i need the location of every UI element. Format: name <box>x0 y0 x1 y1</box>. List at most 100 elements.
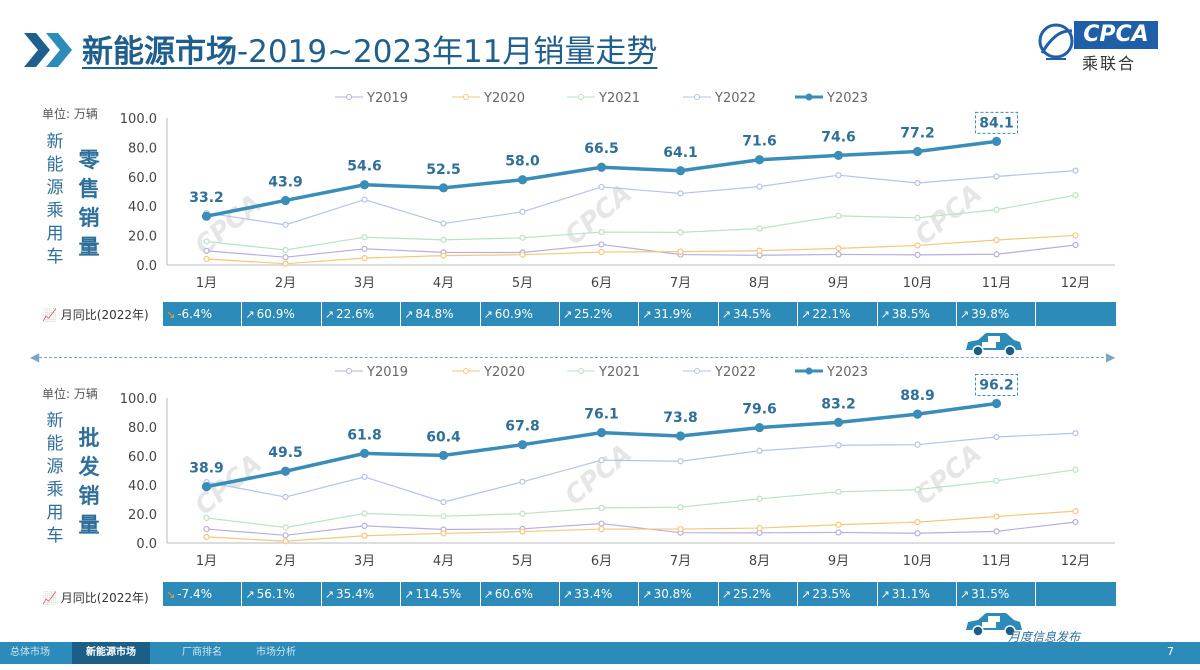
data-label: 79.6 <box>742 402 777 418</box>
data-point-y2022 <box>282 493 289 501</box>
x-tick-label: 12月 <box>1061 276 1091 291</box>
yoy-cell: ↗ 31.5% <box>957 582 1037 606</box>
section-divider <box>34 357 1114 358</box>
data-label: 66.5 <box>584 141 619 157</box>
x-tick-label: 1月 <box>196 554 217 569</box>
yoy-cell: ↗ 60.9% <box>481 302 560 326</box>
yoy-cell: ↗ 23.5% <box>798 582 878 606</box>
x-tick-label: 8月 <box>749 554 770 569</box>
data-point-y2021 <box>361 510 368 517</box>
data-point-y2021 <box>1072 192 1079 199</box>
data-point-y2021 <box>203 238 210 245</box>
car-icon <box>966 613 1022 637</box>
data-point-y2021 <box>993 206 1000 213</box>
data-label: 83.2 <box>821 396 856 412</box>
data-point-y2020 <box>756 247 763 254</box>
data-point-y2020 <box>914 519 921 526</box>
data-point-y2020 <box>756 524 763 532</box>
trend-icon: 📈 <box>42 308 57 322</box>
yoy-value: 60.9% <box>256 307 295 321</box>
y-tick-label: 80.0 <box>128 141 157 156</box>
left-arrow-icon: ◀ <box>30 350 40 364</box>
yoy-value: 33.4% <box>574 587 613 601</box>
data-point-y2019 <box>598 520 605 527</box>
yoy-value: 35.4% <box>336 587 375 601</box>
legend-marker <box>578 94 584 100</box>
data-label: 71.6 <box>742 134 777 150</box>
data-label: 43.9 <box>268 174 303 190</box>
yoy-value: 56.1% <box>256 587 295 601</box>
data-point-y2023 <box>359 180 370 190</box>
wholesale-yoy-bar: ↘ -7.4% ↗ 56.1% ↗ 35.4% ↗ 114.5% ↗ 60.6% ↗ 33.4% ↗ 30… <box>163 582 1116 606</box>
wholesale-unit-label: 单位: 万辆 <box>42 387 98 401</box>
footer-nav-analysis[interactable]: 市场分析 <box>256 647 296 658</box>
data-point-y2022 <box>1072 430 1079 437</box>
data-label: 74.6 <box>821 129 856 145</box>
legend-label: Y2023 <box>826 365 868 380</box>
footer-nav-ranking[interactable]: 厂商排名 <box>182 647 222 658</box>
signature-text: 月度信息发布 <box>1008 630 1081 644</box>
yoy-cell: ↗ 39.8% <box>957 302 1037 326</box>
data-point-y2020 <box>993 513 1000 520</box>
series-line-y2019 <box>206 521 1076 536</box>
data-point-y2022 <box>440 220 447 227</box>
yoy-value: 39.8% <box>971 307 1010 321</box>
x-tick-label: 10月 <box>903 554 933 569</box>
data-label: 67.8 <box>505 419 540 435</box>
yoy-value: 31.9% <box>653 307 692 321</box>
x-tick-label: 6月 <box>591 554 612 569</box>
yoy-value: 114.5% <box>415 587 462 601</box>
data-point-y2019 <box>203 525 210 533</box>
trend-up-icon: ↗ <box>562 588 573 601</box>
data-point-y2022 <box>993 173 1000 180</box>
y-tick-label: 0.0 <box>136 259 157 274</box>
data-point-y2023 <box>517 175 528 185</box>
data-point-y2022 <box>519 208 526 215</box>
data-point-y2023 <box>438 450 449 461</box>
data-point-y2021 <box>677 229 684 236</box>
data-point-y2021 <box>914 486 921 493</box>
legend-marker <box>578 368 584 374</box>
data-point-y2019 <box>835 251 842 258</box>
data-point-y2023 <box>596 162 607 172</box>
data-point-y2022 <box>756 447 763 454</box>
legend-marker <box>463 94 469 100</box>
legend-marker <box>346 94 352 100</box>
page-title: 新能源市场-2019~2023年11月销量走势 <box>82 34 658 70</box>
footer-nav-nev[interactable]: 新能源市场 <box>72 642 150 664</box>
logo-subtext: 乘联合 <box>1082 54 1137 73</box>
x-tick-label: 11月 <box>982 554 1012 569</box>
data-point-y2020 <box>282 538 289 545</box>
yoy-value: 38.5% <box>891 307 930 321</box>
series-line-y2021 <box>206 469 1076 529</box>
data-label: 38.9 <box>189 461 224 477</box>
data-point-y2023 <box>833 150 844 160</box>
data-point-y2021 <box>835 212 842 220</box>
yoy-value: 34.5% <box>732 307 772 321</box>
cpca-emblem-icon <box>1038 23 1074 60</box>
y-tick-label: 0.0 <box>136 537 157 552</box>
footer-nav-overall[interactable]: 总体市场 <box>10 647 50 658</box>
legend-label: Y2023 <box>826 91 868 106</box>
yoy-cell: ↗ 22.1% <box>798 302 878 326</box>
yoy-cell: ↗ 30.8% <box>639 582 719 606</box>
trend-up-icon: ↗ <box>880 588 890 601</box>
yoy-value: 22.6% <box>336 307 375 321</box>
x-tick-label: 5月 <box>512 276 533 291</box>
x-tick-label: 9月 <box>828 276 849 291</box>
yoy-cell: ↗ 84.8% <box>401 302 481 326</box>
data-point-y2023 <box>438 183 449 193</box>
data-point-y2019 <box>361 245 368 252</box>
data-point-y2023 <box>201 481 212 492</box>
yoy-value: 25.2% <box>574 307 613 321</box>
trend-up-icon: ↗ <box>245 308 255 321</box>
legend-label: Y2021 <box>598 91 640 106</box>
retail-yoy-bar: ↘ -6.4% ↗ 60.9% ↗ 22.6% ↗ 84.8% ↗ 60.9% ↗ 25.2% ↗ 31.… <box>163 302 1116 326</box>
data-point-y2020 <box>203 533 210 541</box>
yoy-cell: ↗ 114.5% <box>401 582 481 606</box>
data-point-y2021 <box>993 477 1000 484</box>
data-point-y2019 <box>993 528 1000 535</box>
legend-marker <box>694 368 700 374</box>
yoy-cell: ↗ 31.9% <box>639 302 719 326</box>
